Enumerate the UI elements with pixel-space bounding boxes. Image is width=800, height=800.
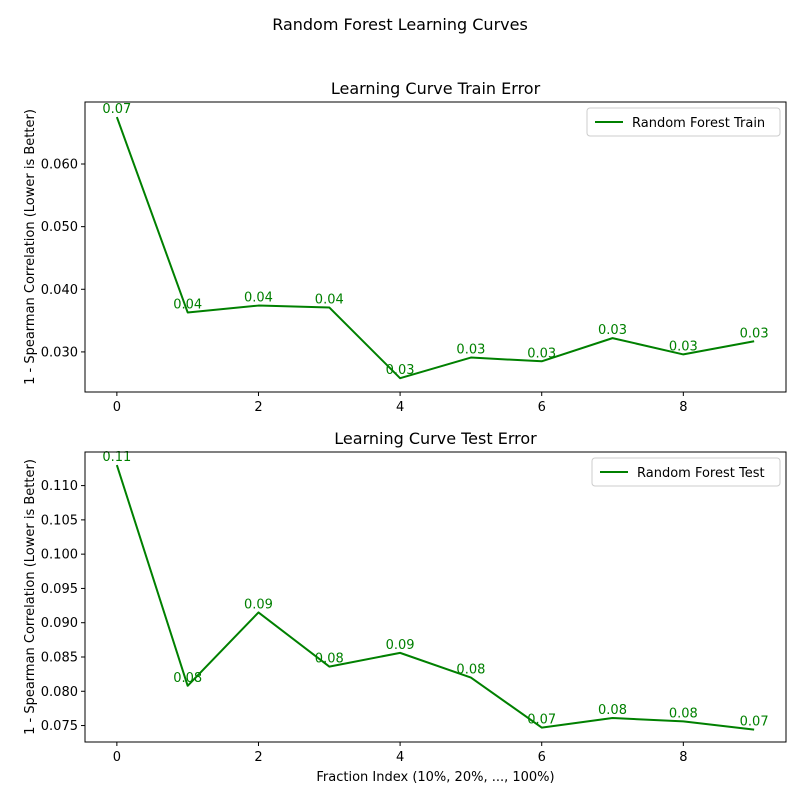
data-label: 0.07 bbox=[527, 713, 556, 728]
y-axis-label: 1 - Spearman Correlation (Lower is Bette… bbox=[23, 109, 38, 385]
legend-label: Random Forest Train bbox=[632, 116, 765, 131]
series-line bbox=[115, 116, 755, 380]
y-tick-label: 0.110 bbox=[41, 479, 78, 494]
legend-box bbox=[586, 107, 781, 137]
data-label: 0.08 bbox=[315, 652, 344, 667]
data-label: 0.03 bbox=[740, 326, 769, 341]
y-tick-label: 0.100 bbox=[41, 548, 78, 563]
y-tick-label: 0.080 bbox=[41, 685, 78, 700]
x-tick-label: 0 bbox=[113, 750, 121, 765]
legend-label: Random Forest Test bbox=[637, 466, 765, 481]
subplot-title: Learning Curve Test Error bbox=[334, 429, 537, 448]
axes-frame bbox=[84, 451, 787, 743]
data-label: 0.03 bbox=[456, 343, 485, 358]
y-tick-label: 0.060 bbox=[41, 158, 78, 173]
series-line bbox=[115, 464, 755, 731]
data-label: 0.08 bbox=[669, 706, 698, 721]
data-label: 0.04 bbox=[315, 292, 344, 307]
x-axis-label: Fraction Index (10%, 20%, ..., 100%) bbox=[316, 770, 554, 785]
data-label: 0.08 bbox=[456, 663, 485, 678]
y-tick-label: 0.040 bbox=[41, 283, 78, 298]
y-tick-label: 0.030 bbox=[41, 345, 78, 360]
y-tick-label: 0.050 bbox=[41, 220, 78, 235]
data-label: 0.09 bbox=[244, 597, 273, 612]
x-tick-label: 8 bbox=[679, 400, 687, 415]
x-tick-label: 2 bbox=[254, 750, 262, 765]
subplot-train: Learning Curve Train Error 0 2 4 6 8 0.030 0.04… bbox=[23, 79, 787, 415]
x-tick-label: 2 bbox=[254, 400, 262, 415]
figure-suptitle: Random Forest Learning Curves bbox=[272, 15, 528, 34]
x-tick-label: 0 bbox=[113, 400, 121, 415]
data-label: 0.07 bbox=[102, 102, 131, 117]
x-tick-label: 8 bbox=[679, 750, 687, 765]
subplot-title: Learning Curve Train Error bbox=[331, 79, 541, 98]
y-tick-label: 0.105 bbox=[41, 513, 78, 528]
data-label: 0.03 bbox=[386, 363, 415, 378]
data-label: 0.08 bbox=[173, 671, 202, 686]
x-tick-label: 4 bbox=[396, 400, 404, 415]
x-tick-label: 4 bbox=[396, 750, 404, 765]
data-label: 0.04 bbox=[244, 291, 273, 306]
data-label: 0.09 bbox=[386, 638, 415, 653]
data-label: 0.07 bbox=[740, 715, 769, 730]
data-label: 0.04 bbox=[173, 297, 202, 312]
data-label: 0.08 bbox=[598, 703, 627, 718]
data-label: 0.11 bbox=[102, 450, 131, 465]
y-tick-label: 0.095 bbox=[41, 582, 78, 597]
y-axis-label: 1 - Spearman Correlation (Lower is Bette… bbox=[23, 459, 38, 735]
data-label: 0.03 bbox=[669, 339, 698, 354]
y-tick-label: 0.085 bbox=[41, 650, 78, 665]
data-label: 0.03 bbox=[527, 346, 556, 361]
axes-frame bbox=[84, 101, 787, 393]
legend-box bbox=[591, 457, 781, 487]
x-tick-label: 6 bbox=[538, 750, 546, 765]
y-tick-label: 0.075 bbox=[41, 719, 78, 734]
y-tick-label: 0.090 bbox=[41, 616, 78, 631]
x-tick-label: 6 bbox=[538, 400, 546, 415]
data-label: 0.03 bbox=[598, 323, 627, 338]
